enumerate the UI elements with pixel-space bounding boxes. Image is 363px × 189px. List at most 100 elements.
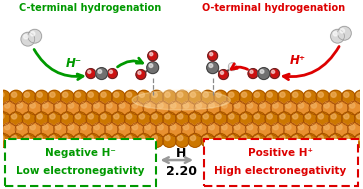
Circle shape: [258, 101, 272, 115]
Circle shape: [329, 133, 342, 147]
Circle shape: [60, 112, 74, 126]
Circle shape: [107, 125, 112, 130]
Circle shape: [147, 62, 159, 74]
Circle shape: [324, 103, 329, 108]
Circle shape: [0, 112, 10, 126]
Circle shape: [260, 70, 264, 73]
Circle shape: [150, 112, 163, 126]
Circle shape: [152, 92, 157, 97]
Circle shape: [333, 32, 338, 36]
Circle shape: [92, 123, 106, 136]
Circle shape: [94, 125, 99, 130]
Circle shape: [48, 90, 61, 104]
Circle shape: [284, 123, 297, 136]
Circle shape: [239, 133, 253, 147]
Circle shape: [220, 71, 224, 74]
Circle shape: [194, 123, 208, 136]
Circle shape: [203, 114, 208, 119]
Circle shape: [280, 114, 285, 119]
Circle shape: [184, 103, 189, 108]
Circle shape: [356, 92, 362, 97]
Circle shape: [111, 90, 125, 104]
Circle shape: [318, 114, 323, 119]
Circle shape: [324, 125, 329, 130]
Circle shape: [163, 133, 176, 147]
Circle shape: [145, 125, 150, 130]
Text: C-terminal hydrogenation: C-terminal hydrogenation: [19, 3, 161, 13]
Circle shape: [0, 90, 10, 104]
Circle shape: [322, 101, 335, 115]
Circle shape: [228, 63, 236, 71]
Circle shape: [347, 123, 361, 136]
Circle shape: [331, 114, 336, 119]
Circle shape: [222, 125, 227, 130]
Circle shape: [220, 101, 233, 115]
Text: H: H: [176, 147, 186, 160]
Circle shape: [316, 90, 330, 104]
Circle shape: [250, 70, 253, 73]
Circle shape: [356, 114, 362, 119]
Circle shape: [207, 123, 220, 136]
Circle shape: [24, 92, 29, 97]
Circle shape: [296, 101, 310, 115]
Circle shape: [86, 69, 96, 78]
Circle shape: [127, 92, 132, 97]
Circle shape: [0, 133, 10, 147]
Circle shape: [267, 92, 272, 97]
Circle shape: [338, 26, 351, 40]
Circle shape: [105, 123, 118, 136]
Circle shape: [208, 51, 217, 61]
Circle shape: [270, 69, 280, 78]
Circle shape: [88, 114, 93, 119]
Circle shape: [79, 123, 93, 136]
Circle shape: [94, 103, 99, 108]
Circle shape: [136, 70, 146, 79]
Circle shape: [284, 101, 297, 115]
Circle shape: [156, 123, 170, 136]
Circle shape: [318, 135, 323, 141]
Circle shape: [303, 133, 317, 147]
Text: O-terminal hydrogenation: O-terminal hydrogenation: [202, 3, 345, 13]
Circle shape: [184, 125, 189, 130]
Circle shape: [344, 114, 349, 119]
Circle shape: [273, 103, 278, 108]
Circle shape: [293, 135, 298, 141]
Ellipse shape: [132, 90, 231, 110]
Circle shape: [271, 123, 285, 136]
Circle shape: [114, 92, 119, 97]
Circle shape: [209, 125, 214, 130]
Text: High electronegativity: High electronegativity: [215, 166, 347, 176]
Circle shape: [124, 112, 138, 126]
Circle shape: [127, 135, 132, 141]
Circle shape: [229, 135, 234, 141]
Circle shape: [239, 90, 253, 104]
Circle shape: [168, 101, 182, 115]
Circle shape: [124, 90, 138, 104]
Circle shape: [17, 125, 23, 130]
Circle shape: [171, 103, 176, 108]
Circle shape: [12, 92, 17, 97]
Circle shape: [232, 101, 246, 115]
Circle shape: [73, 90, 87, 104]
Circle shape: [156, 101, 170, 115]
Circle shape: [86, 112, 99, 126]
Circle shape: [188, 90, 202, 104]
Circle shape: [163, 90, 176, 104]
Circle shape: [137, 90, 151, 104]
Circle shape: [124, 133, 138, 147]
Circle shape: [88, 92, 93, 97]
Circle shape: [347, 101, 361, 115]
Circle shape: [234, 103, 240, 108]
Circle shape: [303, 90, 317, 104]
Text: Low electronegativity: Low electronegativity: [16, 166, 144, 176]
Circle shape: [260, 103, 265, 108]
Circle shape: [191, 92, 196, 97]
Circle shape: [101, 135, 106, 141]
Circle shape: [331, 29, 344, 43]
Circle shape: [107, 103, 112, 108]
Circle shape: [290, 112, 304, 126]
Circle shape: [203, 135, 208, 141]
Circle shape: [258, 123, 272, 136]
Circle shape: [311, 125, 317, 130]
Circle shape: [254, 92, 260, 97]
